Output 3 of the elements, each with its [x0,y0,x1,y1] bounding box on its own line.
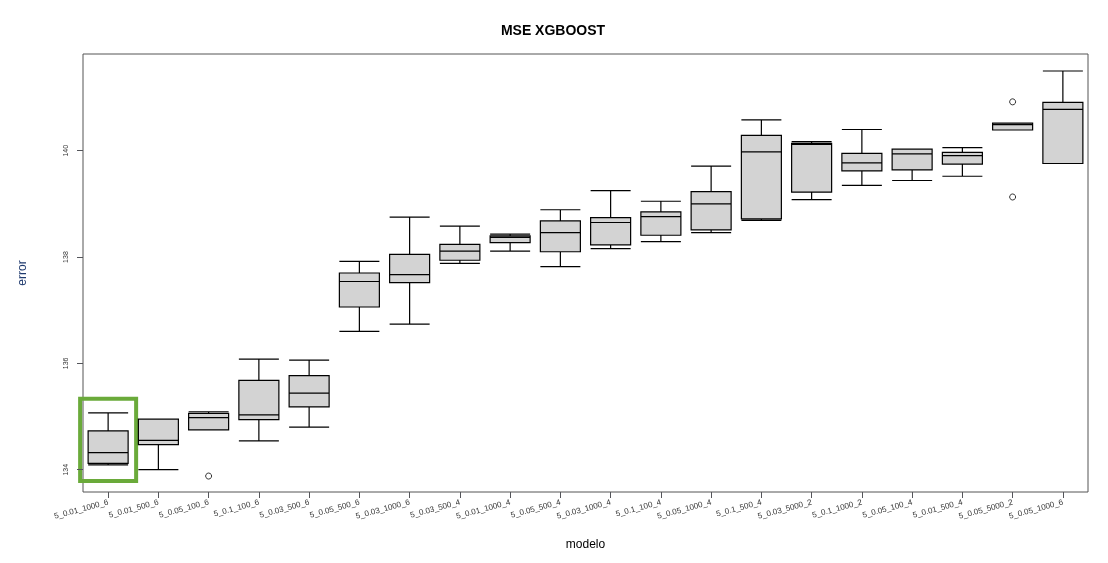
y-axis-title: error [15,260,29,286]
chart-title: MSE XGBOOST [500,22,606,38]
x-axis-title: modelo [565,537,606,551]
